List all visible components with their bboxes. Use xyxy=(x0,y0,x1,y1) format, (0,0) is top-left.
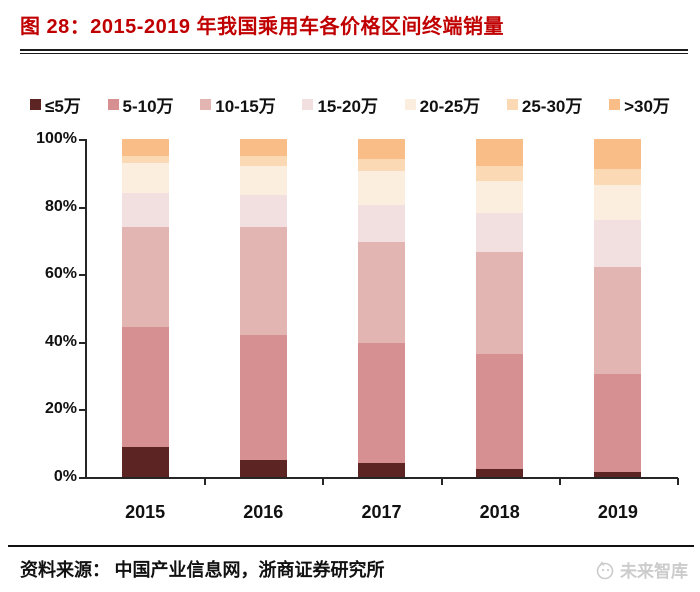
bar-2019 xyxy=(594,139,642,477)
y-tick-40 xyxy=(79,341,86,344)
source-line: 资料来源： 中国产业信息网，浙商证券研究所 xyxy=(20,556,385,582)
legend-swatch-6 xyxy=(609,99,621,110)
x-label-2016: 2016 xyxy=(243,502,284,522)
bar-segment-2018-5-10万 xyxy=(476,353,524,469)
bar-2018 xyxy=(476,139,524,477)
bar-segment-2015-15-20万 xyxy=(121,193,169,227)
x-label-2019: 2019 xyxy=(597,502,638,522)
bar-segment-2018->30万 xyxy=(476,139,524,167)
y-tick-60 xyxy=(79,274,86,277)
y-tick-80 xyxy=(79,206,86,209)
bar-segment-2017->30万 xyxy=(358,139,405,160)
bar-segment-2018-≤5万 xyxy=(476,468,524,477)
bar-2017 xyxy=(358,139,405,477)
x-tick-2 xyxy=(322,478,325,485)
bar-segment-2019->30万 xyxy=(594,139,642,170)
legend-item-2: 10-15万 xyxy=(200,92,276,117)
bar-segment-2018-20-25万 xyxy=(476,181,524,214)
bar-segment-2019-5-10万 xyxy=(594,373,642,472)
legend-label-4: 20-25万 xyxy=(419,97,481,116)
mascot-icon xyxy=(595,560,615,580)
x-tick-5 xyxy=(677,478,679,485)
y-tick-20 xyxy=(79,409,86,412)
legend-item-5: 25-30万 xyxy=(506,92,583,117)
footer-rule xyxy=(8,545,694,547)
legend-item-3: 15-20万 xyxy=(302,92,378,117)
bar-segment-2015-≤5万 xyxy=(121,446,169,477)
x-tick-4 xyxy=(558,478,561,485)
bar-segment-2017-20-25万 xyxy=(358,171,405,205)
y-tick-100 xyxy=(79,139,86,141)
legend-swatch-3 xyxy=(302,99,314,110)
bar-segment-2019-25-30万 xyxy=(594,169,642,185)
legend-item-0: ≤5万 xyxy=(30,92,81,117)
bar-segment-2015-10-15万 xyxy=(121,226,169,327)
bar-segment-2018-15-20万 xyxy=(476,213,524,253)
y-tick-label-60: 60% xyxy=(44,265,77,283)
bar-segment-2019-20-25万 xyxy=(594,184,642,221)
x-label-2018: 2018 xyxy=(479,502,520,522)
y-tick-label-40: 40% xyxy=(44,332,77,350)
bar-segment-2015-5-10万 xyxy=(121,326,169,447)
bar-segment-2019-15-20万 xyxy=(594,220,642,268)
bar-segment-2019-≤5万 xyxy=(594,471,642,477)
bar-segment-2016-≤5万 xyxy=(239,460,287,477)
legend-label-2: 10-15万 xyxy=(215,97,276,116)
legend-swatch-2 xyxy=(200,99,212,110)
bar-segment-2019-10-15万 xyxy=(594,267,642,374)
bar-segment-2016-5-10万 xyxy=(239,335,287,461)
x-tick-3 xyxy=(440,478,443,485)
bar-segment-2015->30万 xyxy=(121,139,169,156)
bar-segment-2018-25-30万 xyxy=(476,166,524,182)
x-label-2017: 2017 xyxy=(361,502,402,522)
bar-segment-2016-25-30万 xyxy=(239,155,287,167)
bar-2015 xyxy=(121,139,169,477)
bar-segment-2018-10-15万 xyxy=(476,252,524,354)
watermark-text: 未来智库 xyxy=(620,562,688,581)
bar-segment-2016->30万 xyxy=(239,139,287,156)
chart-title: 图 28：2015-2019 年我国乘用车各价格区间终端销量 xyxy=(20,16,505,38)
bar-segment-2017-10-15万 xyxy=(358,242,405,344)
legend-swatch-0 xyxy=(30,99,41,110)
y-axis-line xyxy=(85,139,87,479)
legend-item-4: 20-25万 xyxy=(404,92,481,117)
watermark-logo: 未来智库 xyxy=(595,557,688,582)
legend-swatch-1 xyxy=(107,99,119,110)
legend-label-0: ≤5万 xyxy=(45,97,81,116)
bar-segment-2016-20-25万 xyxy=(239,166,287,195)
bar-segment-2015-20-25万 xyxy=(121,162,169,194)
bar-segment-2017-≤5万 xyxy=(358,463,405,477)
header-double-rule xyxy=(20,49,688,54)
bar-segment-2017-25-30万 xyxy=(358,159,405,172)
bar-segment-2016-15-20万 xyxy=(239,194,287,227)
legend: ≤5万 5-10万 10-15万 15-20万 20-25万 25-30万 >30万 xyxy=(30,92,670,117)
bar-segment-2017-5-10万 xyxy=(358,343,405,464)
legend-label-1: 5-10万 xyxy=(122,97,174,116)
bar-segment-2016-10-15万 xyxy=(239,226,287,335)
y-tick-label-0: 0% xyxy=(53,468,77,485)
legend-swatch-4 xyxy=(404,99,416,110)
legend-label-3: 15-20万 xyxy=(317,97,378,116)
y-tick-0 xyxy=(79,477,86,479)
legend-item-6: >30万 xyxy=(609,92,670,117)
legend-item-1: 5-10万 xyxy=(107,92,174,117)
bar-segment-2017-15-20万 xyxy=(358,204,405,243)
x-tick-1 xyxy=(204,478,207,485)
legend-label-5: 25-30万 xyxy=(521,97,583,116)
legend-swatch-5 xyxy=(506,99,518,110)
bar-2016 xyxy=(239,139,287,477)
bar-segment-2015-25-30万 xyxy=(121,155,169,163)
x-axis-line xyxy=(85,477,678,479)
source-text: 中国产业信息网，浙商证券研究所 xyxy=(114,560,385,580)
x-label-2015: 2015 xyxy=(125,502,166,522)
source-label: 资料来源： xyxy=(20,560,110,580)
y-tick-label-20: 20% xyxy=(44,400,77,418)
legend-label-6: >30万 xyxy=(624,97,670,116)
y-tick-label-80: 80% xyxy=(44,197,77,215)
y-tick-label-100: 100% xyxy=(36,130,77,147)
